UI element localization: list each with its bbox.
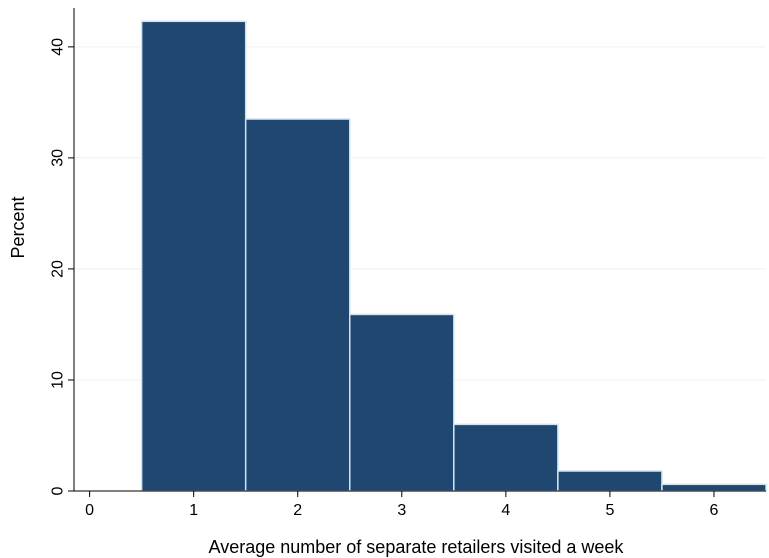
x-tick-label: 2 <box>293 502 302 519</box>
x-tick-label: 0 <box>85 502 94 519</box>
x-tick-label: 6 <box>710 502 719 519</box>
bar-1 <box>140 20 247 492</box>
x-tick-label: 1 <box>189 502 198 519</box>
bar-5 <box>557 470 663 492</box>
axes <box>73 8 766 492</box>
y-tick-label: 10 <box>50 371 67 389</box>
x-tick-label: 3 <box>397 502 406 519</box>
y-tick-label: 0 <box>50 486 67 495</box>
x-axis-title: Average number of separate retailers vis… <box>209 537 625 557</box>
bar-6 <box>661 483 767 492</box>
bar-2 <box>244 118 351 492</box>
y-tick-label: 40 <box>50 38 67 56</box>
y-tick-label: 30 <box>50 149 67 167</box>
x-tick-label: 4 <box>501 502 510 519</box>
bars <box>140 20 767 492</box>
bar-3 <box>349 313 455 492</box>
x-tick-label: 5 <box>605 502 614 519</box>
bar-4 <box>453 423 559 492</box>
y-axis-title: Percent <box>8 196 28 258</box>
y-tick-label: 20 <box>50 260 67 278</box>
ticks: 0 10 20 30 40 0 1 2 3 4 5 6 <box>50 38 719 519</box>
